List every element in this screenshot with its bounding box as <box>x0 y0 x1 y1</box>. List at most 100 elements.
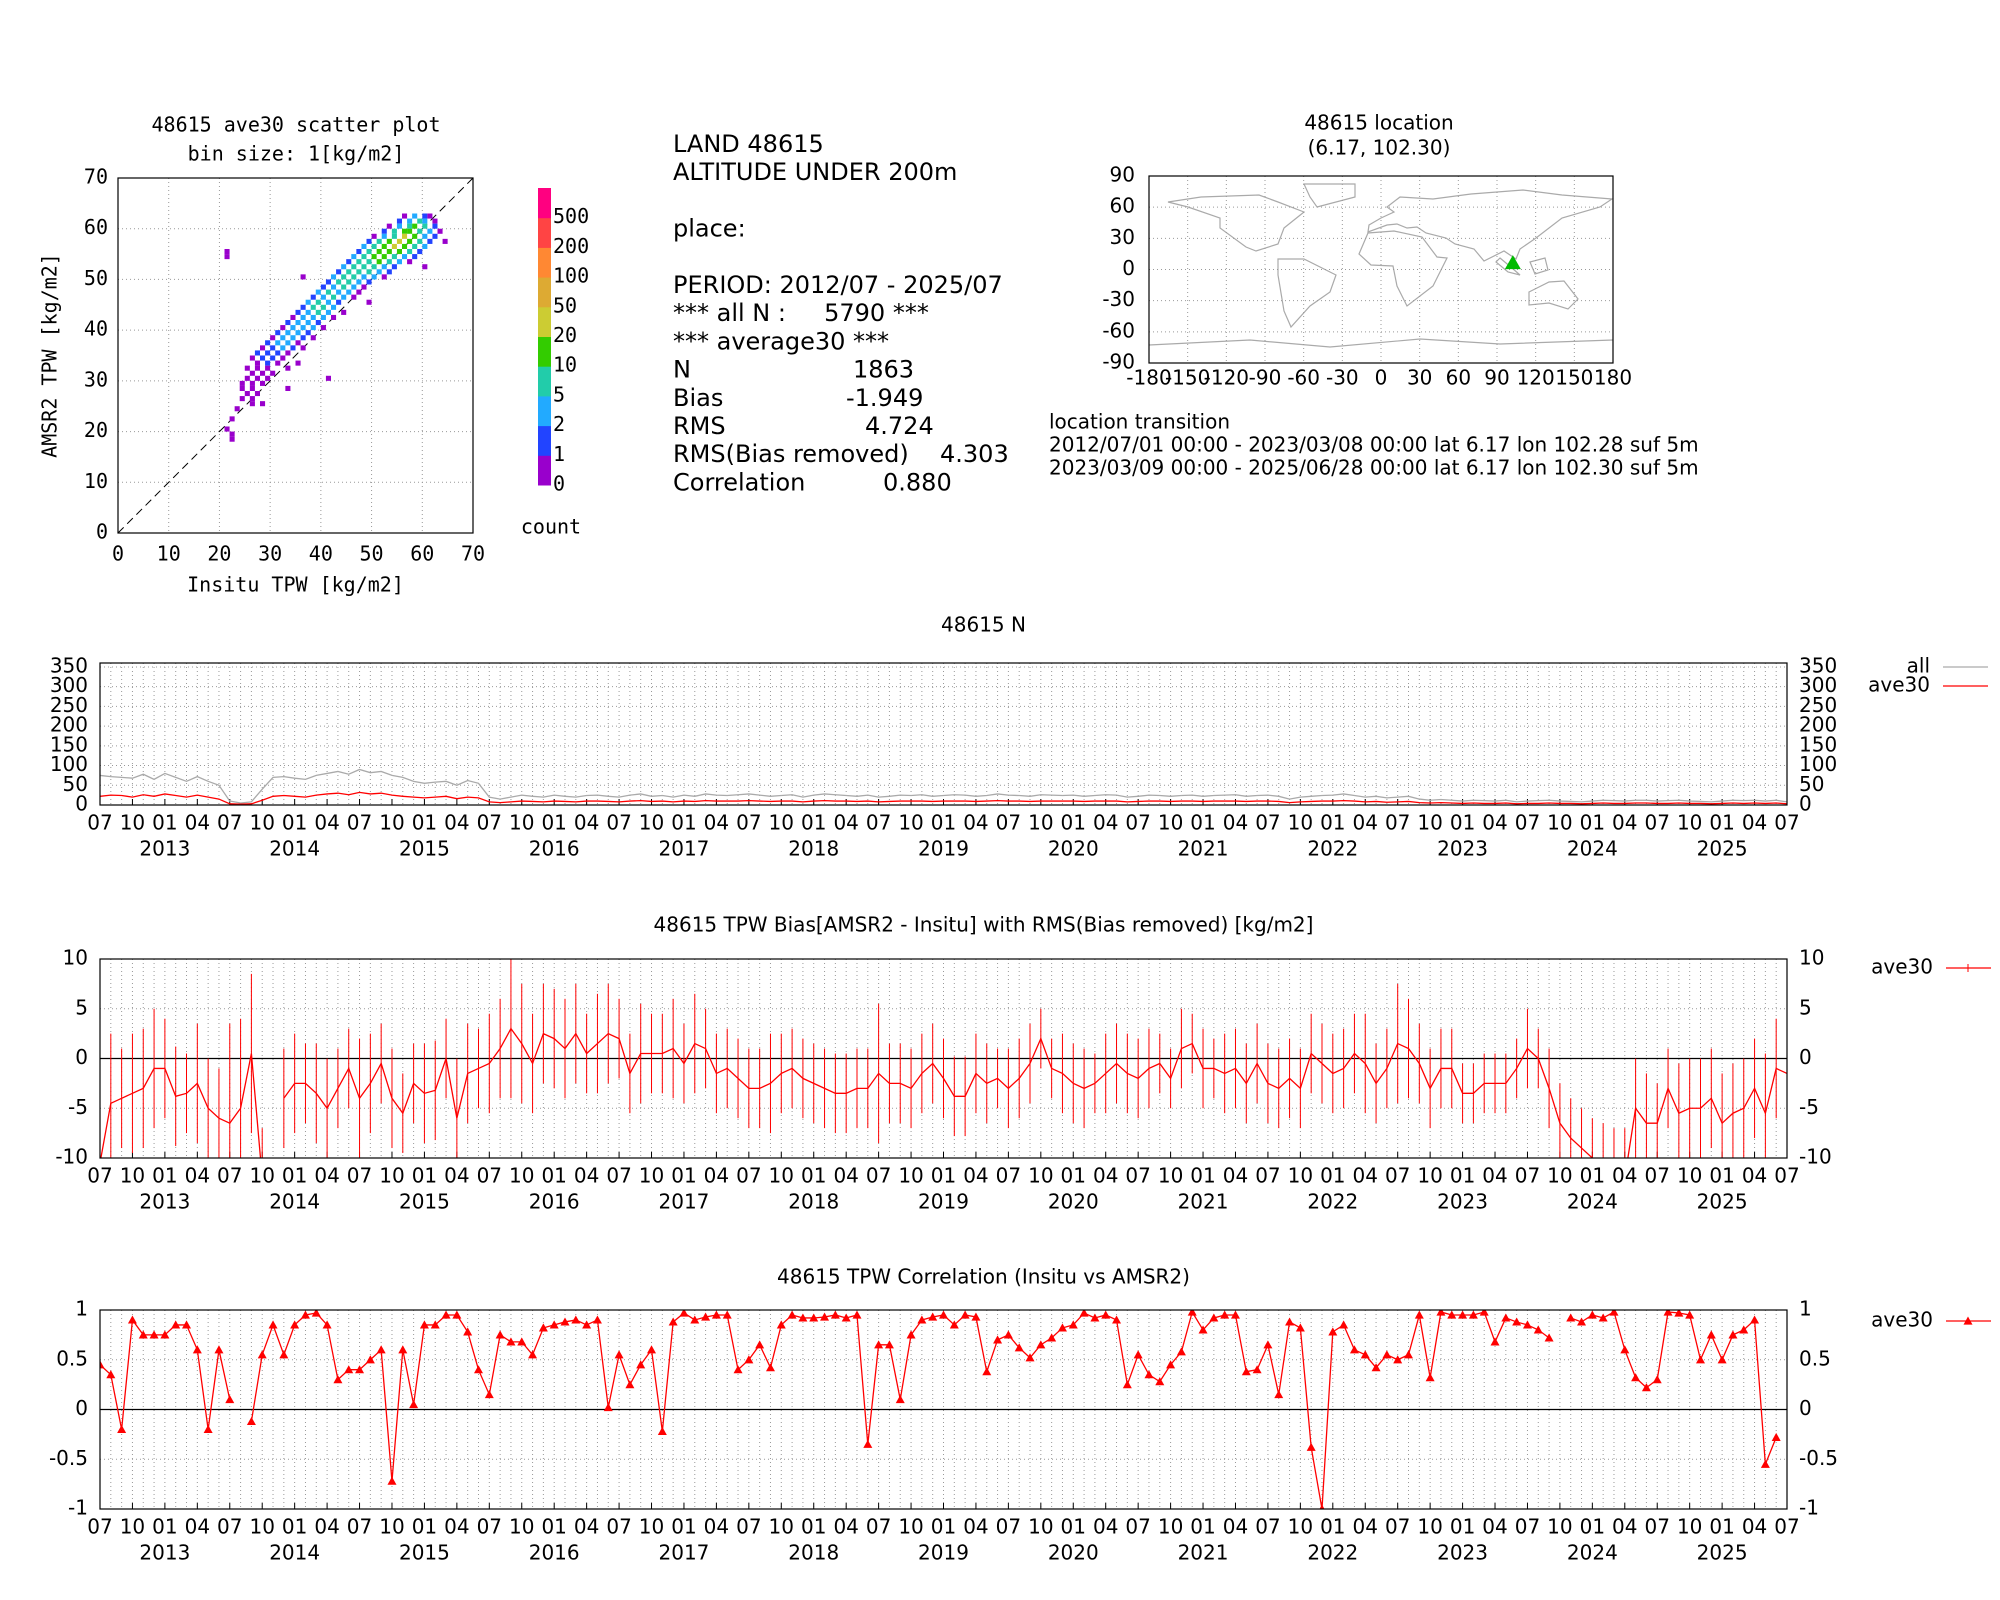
heatmap-cell <box>371 274 377 280</box>
x-tick-label: 01 <box>1190 1515 1215 1539</box>
x-tick-label: 04 <box>1742 1164 1767 1188</box>
heatmap-cell <box>417 238 423 244</box>
x-tick-label: 07 <box>1385 1164 1410 1188</box>
station-marker <box>1504 255 1521 270</box>
year-label: 2021 <box>1178 1190 1229 1214</box>
data-point <box>549 1320 559 1329</box>
data-point <box>1458 1310 1468 1319</box>
data-point <box>300 1310 310 1319</box>
data-point <box>1652 1375 1662 1384</box>
heatmap-cell <box>386 249 392 255</box>
data-point <box>1544 1333 1554 1342</box>
stats-label: RMS(Bias removed) <box>673 440 909 468</box>
x-tick-label: 01 <box>671 1164 696 1188</box>
y-tick-label-right: 300 <box>1799 673 1837 697</box>
heatmap-cell <box>371 233 377 239</box>
heatmap-cell <box>432 233 438 239</box>
x-tick-label: -60 <box>1287 366 1320 390</box>
x-tick-label: 07 <box>1125 811 1150 835</box>
data-point <box>1479 1310 1489 1316</box>
colorbar-segment <box>538 425 551 456</box>
data-point <box>1490 1337 1500 1346</box>
x-tick-label: 10 <box>1288 811 1313 835</box>
data-point <box>1025 1353 1035 1362</box>
heatmap-cell <box>285 350 291 356</box>
heatmap-cell <box>224 254 230 260</box>
x-tick-label: 07 <box>1255 811 1280 835</box>
data-point <box>1609 1310 1619 1316</box>
data-point <box>690 1315 700 1324</box>
x-tick-label: 01 <box>801 1164 826 1188</box>
heatmap-cell <box>310 335 316 341</box>
colorbar-segment <box>538 455 551 486</box>
transition-line: 2012/07/01 00:00 - 2023/03/08 00:00 lat … <box>1049 433 1699 457</box>
x-tick-label: 10 <box>1028 811 1053 835</box>
x-tick-label: 04 <box>1482 811 1507 835</box>
heatmap-cell <box>381 254 387 260</box>
heatmap-cell <box>320 325 326 331</box>
x-tick-label: 07 <box>996 1164 1021 1188</box>
data-point <box>528 1350 538 1359</box>
x-tick-label: 10 <box>1417 811 1442 835</box>
x-tick-label: 07 <box>606 811 631 835</box>
plot-area <box>100 768 1787 805</box>
year-label: 2017 <box>659 837 710 861</box>
x-tick-label: 01 <box>152 1164 177 1188</box>
year-label: 2015 <box>399 837 450 861</box>
y-tick-label: 90 <box>1110 163 1135 187</box>
x-tick-label: 01 <box>1709 1164 1734 1188</box>
x-tick-label: 04 <box>185 1164 210 1188</box>
data-point <box>1014 1343 1024 1352</box>
data-point <box>365 1355 375 1364</box>
heatmap-cell <box>254 391 260 397</box>
y-tick-label: -60 <box>1102 318 1135 342</box>
x-tick-label: 10 <box>120 1515 145 1539</box>
heatmap-cell <box>300 325 306 331</box>
x-tick-label: 01 <box>1190 1164 1215 1188</box>
y-tick-label: 50 <box>84 266 108 290</box>
data-point <box>376 1345 386 1354</box>
heatmap-cell <box>249 396 255 402</box>
x-tick-label: 10 <box>898 811 923 835</box>
y-tick-label: 1 <box>75 1297 88 1321</box>
heatmap-cell <box>386 238 392 244</box>
heatmap-cell <box>371 254 377 260</box>
x-tick-label: 10 <box>769 811 794 835</box>
heatmap-cell <box>386 269 392 275</box>
x-tick-label: 04 <box>1353 1515 1378 1539</box>
data-point <box>127 1315 137 1324</box>
y-tick-label: -90 <box>1102 350 1135 374</box>
y-tick-label-right: 10 <box>1799 946 1824 970</box>
x-tick-label: 04 <box>1482 1164 1507 1188</box>
x-tick-label: 01 <box>931 1164 956 1188</box>
chart-subtitle: bin size: 1[kg/m2] <box>188 142 405 166</box>
x-tick-label: 10 <box>1158 1164 1183 1188</box>
year-label: 2013 <box>139 837 190 861</box>
y-tick-label-right: 0.5 <box>1799 1346 1831 1370</box>
year-label: 2017 <box>659 1541 710 1565</box>
heatmap-cell <box>396 259 402 265</box>
heatmap-cell <box>351 274 357 280</box>
x-tick-label: 10 <box>1288 1515 1313 1539</box>
data-point <box>787 1310 797 1319</box>
heatmap-cell <box>361 254 367 260</box>
data-point <box>1371 1363 1381 1372</box>
x-tick-label: 04 <box>1093 1164 1118 1188</box>
data-point <box>268 1320 278 1329</box>
x-tick-label: 01 <box>541 1164 566 1188</box>
x-tick-label: 07 <box>736 1515 761 1539</box>
data-point <box>711 1310 721 1319</box>
data-point <box>1685 1310 1695 1319</box>
heatmap-cell <box>407 228 413 234</box>
x-tick-label: 04 <box>833 1164 858 1188</box>
data-point <box>1587 1310 1597 1319</box>
data-point <box>214 1345 224 1354</box>
year-label: 2014 <box>269 1190 320 1214</box>
legend-label: ave30 <box>1871 955 1933 979</box>
x-tick-label: 07 <box>87 1164 112 1188</box>
heatmap-cell <box>422 264 428 270</box>
stats-value: 4.303 <box>940 440 1009 468</box>
data-point <box>679 1310 689 1317</box>
